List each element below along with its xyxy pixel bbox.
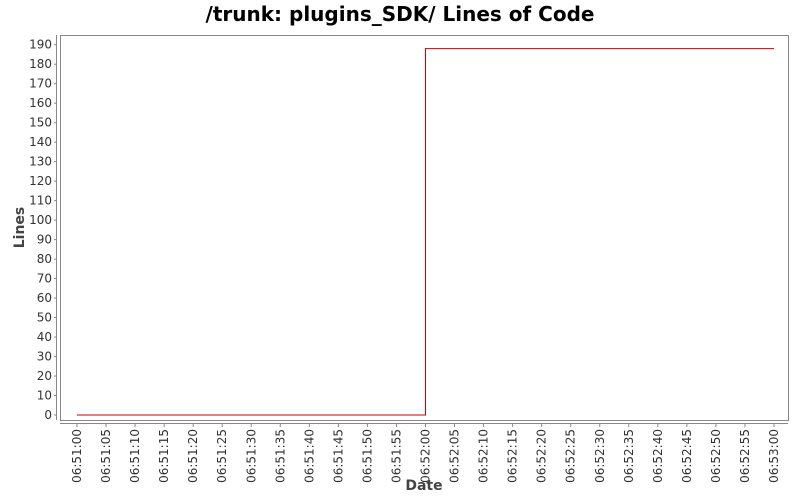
x-tick-label: 06:51:30	[244, 429, 258, 483]
x-tick-label: 06:51:50	[360, 429, 374, 483]
y-tick-label: 50	[37, 311, 52, 325]
series-layer	[77, 48, 774, 416]
x-tick-label: 06:51:55	[389, 429, 403, 483]
x-tick-label: 06:52:05	[448, 429, 462, 483]
y-tick-label: 160	[29, 96, 52, 110]
y-tick-label: 60	[37, 291, 52, 305]
x-tick-label: 06:51:25	[215, 429, 229, 483]
y-axis-label: Lines	[12, 207, 28, 249]
y-tick-label: 0	[44, 408, 52, 422]
y-tick-label: 130	[29, 155, 52, 169]
y-tick-label: 80	[37, 252, 52, 266]
y-tick-label: 100	[29, 213, 52, 227]
y-tick-label: 40	[37, 330, 52, 344]
y-tick-label: 20	[37, 369, 52, 383]
y-tick-label: 110	[29, 194, 52, 208]
x-tick-label: 06:51:40	[302, 429, 316, 483]
y-axis: 0 10 20 30 40 50 60 70 80 90 100 110 120 130 140 150 160…	[29, 35, 57, 422]
y-tick-label: 30	[37, 350, 52, 364]
x-tick-label: 06:52:45	[680, 429, 694, 483]
x-axis: 06:51:00 06:51:05 06:51:10 06:51:15 06:51:20…	[60, 423, 788, 483]
x-tick-label: 06:52:30	[593, 429, 607, 483]
y-tick-label: 70	[37, 272, 52, 286]
x-tick-label: 06:53:00	[767, 429, 781, 483]
y-tick-label: 150	[29, 116, 52, 130]
x-tick-label: 06:51:20	[186, 429, 200, 483]
x-tick-label: 06:51:15	[157, 429, 171, 483]
x-tick-label: 06:52:50	[709, 429, 723, 483]
x-tick-label: 06:52:55	[738, 429, 752, 483]
x-tick-label: 06:52:25	[564, 429, 578, 483]
y-tick-label: 10	[37, 389, 52, 403]
x-tick-label: 06:52:10	[477, 429, 491, 483]
series-line	[77, 48, 774, 416]
x-tick-label: 06:51:10	[128, 429, 142, 483]
x-tick-label: 06:52:20	[535, 429, 549, 483]
x-tick-label: 06:52:15	[506, 429, 520, 483]
y-tick-label: 90	[37, 233, 52, 247]
y-tick-label: 190	[29, 38, 52, 52]
y-tick-label: 170	[29, 77, 52, 91]
x-tick-label: 06:52:00	[419, 429, 433, 483]
y-tick-label: 140	[29, 135, 52, 149]
x-tick-label: 06:51:35	[273, 429, 287, 483]
plot-area	[60, 35, 789, 421]
chart-title: /trunk: plugins_SDK/ Lines of Code	[205, 2, 595, 26]
x-tick-label: 06:51:05	[99, 429, 113, 483]
x-tick-label: 06:51:45	[331, 429, 345, 483]
y-tick-label: 180	[29, 57, 52, 71]
x-tick-label: 06:52:35	[622, 429, 636, 483]
x-axis-label: Date	[405, 478, 442, 494]
y-tick-label: 120	[29, 174, 52, 188]
x-tick-label: 06:51:00	[70, 429, 84, 483]
x-tick-label: 06:52:40	[651, 429, 665, 483]
